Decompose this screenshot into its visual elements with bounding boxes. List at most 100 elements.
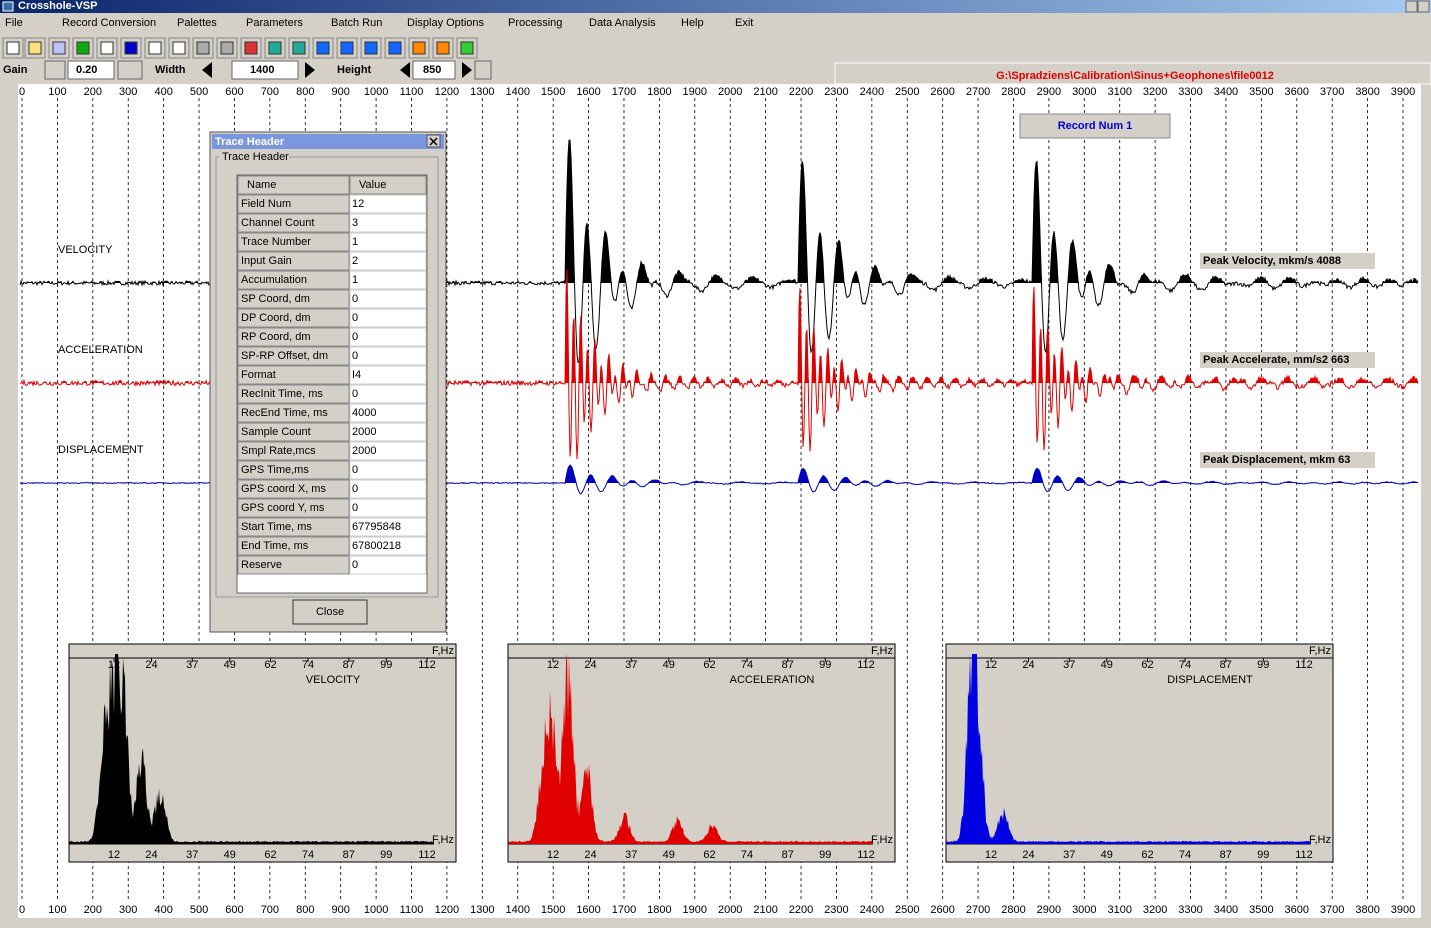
window-button[interactable] <box>1418 1 1429 12</box>
table-name: Trace Number <box>241 236 311 248</box>
freq-tick-label: 74 <box>302 849 314 861</box>
time-tick-label: 2900 <box>1037 86 1061 98</box>
freq-unit: F,Hz <box>432 834 454 846</box>
table-value: 0 <box>352 502 358 514</box>
width-left-arrow[interactable] <box>202 62 212 78</box>
table-value-cell <box>350 328 426 346</box>
freq-tick-label: 74 <box>1179 659 1191 671</box>
height-left-arrow[interactable] <box>400 62 410 78</box>
time-tick-label: 2700 <box>966 86 990 98</box>
time-tick-label: 600 <box>225 904 243 916</box>
time-tick-label: 200 <box>84 904 102 916</box>
menu-item[interactable]: Parameters <box>246 17 303 29</box>
table-name: Input Gain <box>241 255 292 267</box>
menu-item[interactable]: Palettes <box>177 17 217 29</box>
time-tick-label: 600 <box>225 86 243 98</box>
table-value-cell <box>350 461 426 479</box>
table-value: 4000 <box>352 407 376 419</box>
toolbar-icon <box>125 42 137 54</box>
time-tick-label: 1500 <box>541 86 565 98</box>
table-value: 0 <box>352 331 358 343</box>
height-right-arrow[interactable] <box>462 62 472 78</box>
time-tick-label: 2300 <box>824 904 848 916</box>
freq-tick-label: 12 <box>985 849 997 861</box>
table-name: Format <box>241 369 276 381</box>
freq-tick-label: 49 <box>663 849 675 861</box>
menu-item[interactable]: Display Options <box>407 17 485 29</box>
height-plus-button[interactable] <box>475 61 491 79</box>
table-name: GPS coord X, ms <box>241 483 326 495</box>
time-tick-label: 2500 <box>895 904 919 916</box>
menu-item[interactable]: Batch Run <box>331 17 382 29</box>
spectrum-label: VELOCITY <box>306 674 361 686</box>
table-value: 0 <box>352 483 358 495</box>
toolbar-icon <box>341 42 353 54</box>
menu-item[interactable]: Exit <box>735 17 753 29</box>
freq-tick-label: 37 <box>1063 659 1075 671</box>
time-tick-label: 2100 <box>753 904 777 916</box>
window-button[interactable] <box>1406 1 1417 12</box>
table-value: 0 <box>352 464 358 476</box>
freq-tick-label: 112 <box>857 659 875 671</box>
freq-tick-label: 74 <box>302 659 314 671</box>
time-tick-label: 1400 <box>506 904 530 916</box>
time-tick-label: 1700 <box>612 86 636 98</box>
time-tick-label: 3700 <box>1320 86 1344 98</box>
freq-tick-label: 99 <box>1257 849 1269 861</box>
freq-tick-label: 62 <box>1141 659 1153 671</box>
table-value-cell <box>350 271 426 289</box>
time-tick-label: 700 <box>261 904 279 916</box>
freq-tick-label: 112 <box>857 849 875 861</box>
time-tick-label: 1400 <box>506 86 530 98</box>
time-tick-label: 2600 <box>930 904 954 916</box>
toolbar-icon <box>173 42 185 54</box>
time-tick-label: 200 <box>84 86 102 98</box>
toolbar-icon <box>269 42 281 54</box>
time-tick-label: 3400 <box>1214 904 1238 916</box>
time-tick-label: 3200 <box>1143 904 1167 916</box>
freq-tick-label: 87 <box>782 659 794 671</box>
menu-item[interactable]: Help <box>681 17 704 29</box>
time-tick-label: 2100 <box>753 86 777 98</box>
time-tick-label: 3400 <box>1214 86 1238 98</box>
time-tick-label: 1200 <box>435 904 459 916</box>
table-name: GPS Time,ms <box>241 464 309 476</box>
width-label: Width <box>155 64 186 76</box>
width-right-arrow[interactable] <box>305 62 315 78</box>
toolbar-icon <box>365 42 377 54</box>
time-tick-label: 2600 <box>930 86 954 98</box>
toolbar-icon <box>413 42 425 54</box>
time-tick-label: 2800 <box>1001 86 1025 98</box>
table-value-cell <box>350 233 426 251</box>
toolbar-icon <box>317 42 329 54</box>
close-button-label[interactable]: Close <box>316 606 344 618</box>
freq-tick-label: 49 <box>224 659 236 671</box>
freq-tick-label: 12 <box>547 849 559 861</box>
table-value: 12 <box>352 198 364 210</box>
freq-tick-label: 49 <box>1101 659 1113 671</box>
menu-item[interactable]: File <box>5 17 23 29</box>
freq-tick-label: 62 <box>703 849 715 861</box>
freq-tick-label: 24 <box>145 659 157 671</box>
time-tick-label: 1100 <box>400 904 424 916</box>
freq-tick-label: 37 <box>1063 849 1075 861</box>
spectrum-label: ACCELERATION <box>730 674 815 686</box>
freq-tick-label: 24 <box>584 849 596 861</box>
peak-label: Peak Accelerate, mm/s2 663 <box>1203 354 1349 366</box>
gain-minus-button[interactable] <box>45 61 65 79</box>
table-name: GPS coord Y, ms <box>241 502 325 514</box>
menu-item[interactable]: Record Conversion <box>62 17 156 29</box>
time-tick-label: 3500 <box>1249 904 1273 916</box>
toolbar-icon <box>437 42 449 54</box>
time-tick-label: 3100 <box>1107 86 1131 98</box>
menu-item[interactable]: Data Analysis <box>589 17 656 29</box>
freq-tick-label: 112 <box>1295 849 1313 861</box>
time-tick-label: 2800 <box>1001 904 1025 916</box>
trace-label: VELOCITY <box>58 244 113 256</box>
toolbar-icon <box>221 42 233 54</box>
freq-unit: F,Hz <box>432 645 454 657</box>
menu-item[interactable]: Processing <box>508 17 562 29</box>
gain-plus-button[interactable] <box>118 61 142 79</box>
freq-tick-label: 74 <box>741 659 753 671</box>
table-value: 0 <box>352 312 358 324</box>
